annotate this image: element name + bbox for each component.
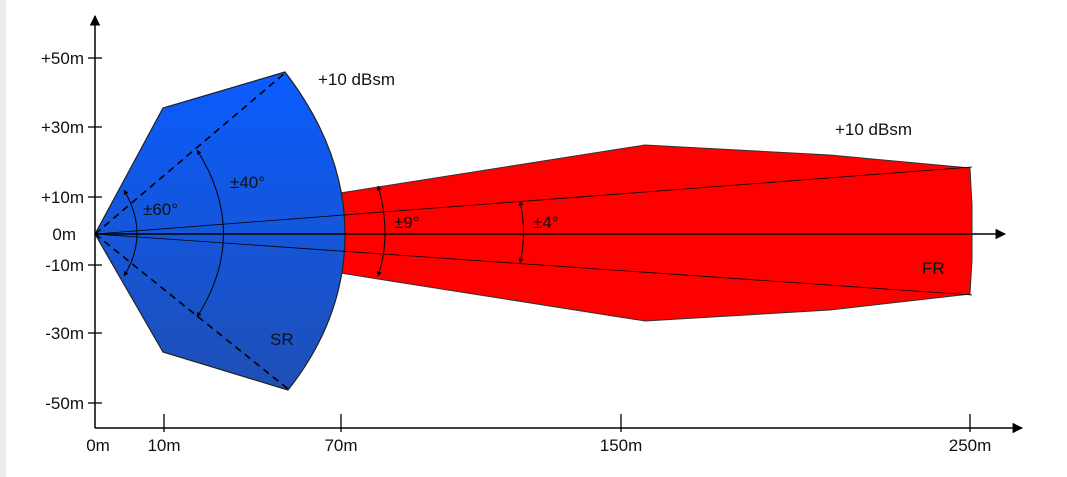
y-tick-label: -50m <box>45 394 84 413</box>
y-tick-label: +30m <box>41 118 84 137</box>
short-range-inner-angle-label: ±40° <box>230 173 265 192</box>
x-axis-ticks <box>163 414 971 432</box>
short-range-label: SR <box>270 330 294 349</box>
y-tick-label: -30m <box>45 324 84 343</box>
y-tick-label: +10m <box>41 188 84 207</box>
x-tick-label: 70m <box>324 436 357 455</box>
arc-4deg <box>518 200 524 264</box>
long-range-rcs-label: +10 dBsm <box>835 120 912 139</box>
long-range-coverage <box>339 144 973 322</box>
arc-9deg <box>376 185 386 277</box>
short-range-rcs-label: +10 dBsm <box>318 70 395 89</box>
page-edge-shadow <box>0 0 6 477</box>
y-tick-label: -10m <box>45 256 84 275</box>
short-range-outer-angle-label: ±60° <box>143 200 178 219</box>
y-tick-label: 0m <box>52 225 76 244</box>
long-range-inner-angle-label: ±4° <box>533 213 559 232</box>
x-tick-label: 250m <box>949 436 992 455</box>
y-tick-label: +50m <box>41 49 84 68</box>
long-range-4deg-lower <box>94 233 973 296</box>
y-axis-ticks <box>88 57 102 404</box>
long-range-4deg-upper <box>94 166 973 235</box>
x-tick-label: 150m <box>600 436 643 455</box>
long-range-outer-angle-label: ±9° <box>394 213 420 232</box>
x-tick-label: 0m <box>86 436 110 455</box>
x-tick-label: 10m <box>147 436 180 455</box>
long-range-label: FR <box>922 259 945 278</box>
